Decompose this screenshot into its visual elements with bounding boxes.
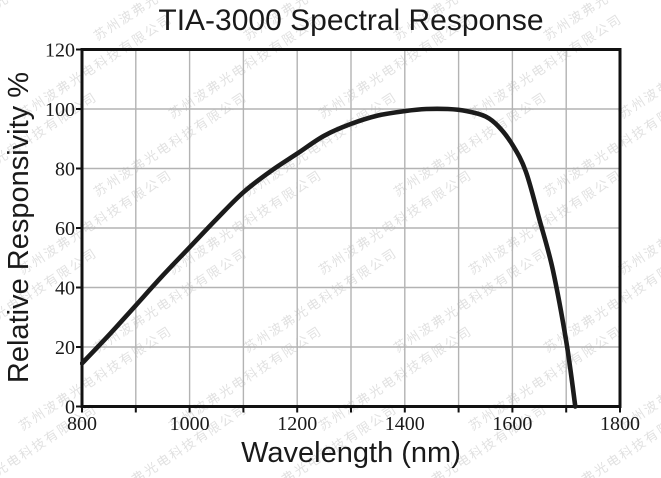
x-tick-label: 1000 <box>170 413 210 435</box>
y-tick-label: 100 <box>45 99 75 121</box>
chart-title: TIA-3000 Spectral Response <box>158 4 544 37</box>
plot-border <box>80 48 622 408</box>
x-tick-label: 1200 <box>277 413 317 435</box>
x-tick-label: 1800 <box>600 413 640 435</box>
x-axis-title: Wavelength (nm) <box>241 437 461 469</box>
x-tick-label: 1400 <box>385 413 425 435</box>
y-axis-title: Relative Responsivity % <box>0 49 38 407</box>
x-tick-label: 1600 <box>492 413 532 435</box>
y-tick-label: 60 <box>55 218 75 240</box>
y-axis-title-text: Relative Responsivity % <box>2 72 35 384</box>
y-tick-label: 20 <box>55 337 75 359</box>
y-tick-label: 40 <box>55 278 75 300</box>
y-tick-label: 80 <box>55 159 75 181</box>
response-curve <box>80 106 578 409</box>
x-tick-label: 800 <box>67 413 97 435</box>
y-tick-label: 120 <box>45 40 75 62</box>
y-tick-label: 0 <box>65 397 75 419</box>
